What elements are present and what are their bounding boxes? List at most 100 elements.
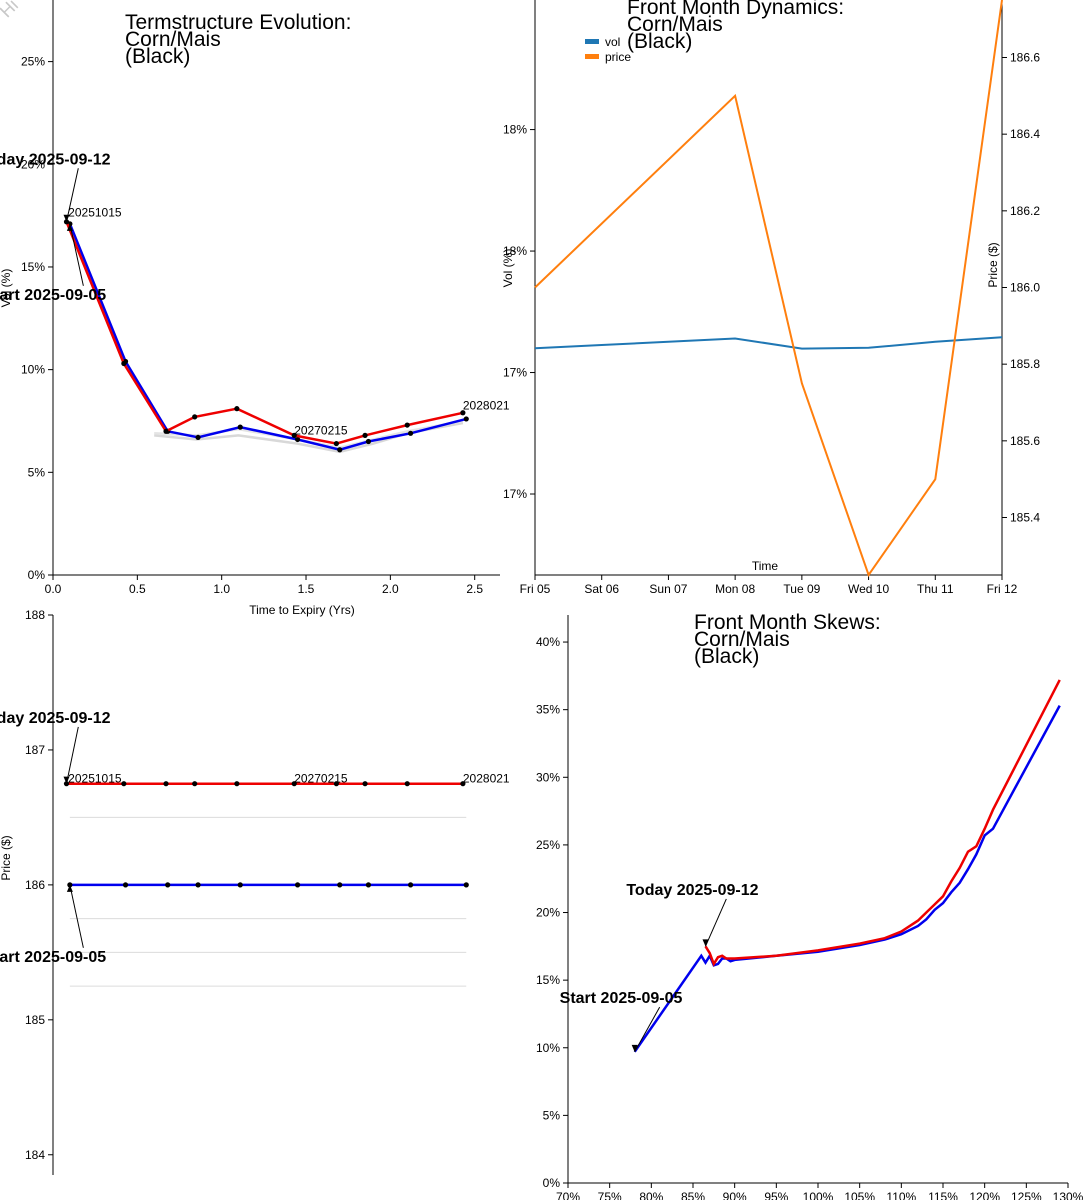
y-tick-label: 17% (503, 366, 527, 380)
data-point (337, 882, 343, 888)
x-tick: 125% (1011, 1183, 1042, 1200)
legend-label: price (605, 50, 631, 64)
x-tick: Fri 12 (987, 575, 1018, 596)
x-tick: 95% (764, 1183, 789, 1200)
y2-axis-label: Price ($) (986, 242, 1000, 287)
x-tick-label: 120% (969, 1190, 1000, 1200)
data-point (404, 781, 410, 787)
x-tick: 130% (1053, 1183, 1084, 1200)
x-tick: Thu 11 (917, 575, 954, 596)
x-tick-label: 70% (556, 1190, 580, 1200)
x-tick-label: 90% (723, 1190, 747, 1200)
annotation-arrowhead (63, 776, 70, 784)
chart-title-line: (Black) (627, 30, 692, 53)
data-point (365, 882, 372, 888)
chart-title-line: Front Month Skews: (694, 611, 881, 634)
data-point (234, 406, 240, 412)
x-tick: Tue 09 (783, 575, 821, 596)
data-point (294, 882, 301, 888)
data-point (122, 882, 129, 888)
y-tick: 184 (25, 1148, 53, 1162)
data-point (408, 430, 414, 436)
price-line (534, 0, 1003, 578)
x-tick-label: 0.5 (129, 582, 146, 596)
y-tick: 10% (536, 1041, 568, 1055)
y-tick: 40% (536, 635, 568, 649)
annotation-label: Today 2025-09-12 (0, 710, 111, 727)
y-tick-label: 35% (536, 703, 560, 717)
x-axis-label: Time (752, 559, 779, 573)
y-tick: 5% (28, 465, 53, 479)
series-line (65, 221, 464, 445)
y-tick-label: 186 (25, 878, 45, 892)
y2-tick-label: 186.0 (1010, 281, 1040, 295)
y-tick: 25% (536, 838, 568, 852)
watermark-text: Hi (0, 0, 22, 21)
y-tick-label: 5% (543, 1108, 561, 1122)
chart-title-line: Corn/Mais (125, 28, 221, 51)
annotation-arrowhead (63, 214, 70, 222)
x-tick-label: Tue 09 (783, 582, 820, 596)
y-tick: 20% (21, 157, 53, 171)
y2-tick-label: 185.4 (1010, 511, 1040, 525)
x-tick-label: Mon 08 (715, 582, 755, 596)
skew-chart: 0% 5% 10% 15% 20% 25% 30% 35% 40% 70% 75% 80% 85% 90%… (536, 611, 1084, 1200)
y-tick: 18% (503, 123, 535, 137)
data-point (365, 438, 372, 445)
y-tick-label: 15% (536, 973, 560, 987)
x-tick-label: 125% (1011, 1190, 1042, 1200)
annotation-arrow (634, 1006, 661, 1053)
chart-title-line: Corn/Mais (694, 628, 790, 651)
x-tick-label: 115% (928, 1190, 958, 1200)
x-tick: Wed 10 (848, 575, 889, 596)
expiry-label: 20251015 (68, 772, 122, 786)
y-tick-label: 0% (543, 1176, 561, 1190)
series-line (633, 705, 1061, 1053)
data-point (333, 440, 339, 447)
data-point (163, 428, 169, 434)
y-tick: 20% (536, 906, 568, 920)
annotation-label: Start 2025-09-05 (0, 949, 106, 966)
x-tick-label: Fri 05 (520, 582, 551, 596)
dynamics-chart: 17% 17% 18% 18% Fri 05 Sat 06 Sun 07 Mon 08 Tue … (501, 0, 1040, 596)
y-tick: 5% (543, 1108, 568, 1122)
x-tick-label: Thu 11 (917, 582, 954, 596)
y2-tick-label: 186.2 (1010, 204, 1040, 218)
y2-tick-label: 185.6 (1010, 434, 1040, 448)
x-tick: 90% (723, 1183, 747, 1200)
chart-title-line: (Black) (125, 45, 190, 68)
termstructure-chart: 0% 5% 10% 15% 20% 25% 0.0 0.5 1.0 1.5 2.0 2.5 Time t… (0, 0, 510, 617)
y-axis-label: Vol (%) (0, 269, 13, 308)
y2-tick: 185.4 (1002, 511, 1040, 525)
expiry-label: 2028021 (463, 399, 510, 413)
annotation-arrowhead (66, 223, 73, 231)
chart-title-line: Termstructure Evolution: (125, 11, 351, 34)
y-tick-label: 184 (25, 1148, 45, 1162)
x-tick-label: 110% (886, 1190, 916, 1200)
x-tick: Sun 07 (649, 575, 688, 596)
x-tick: 115% (928, 1183, 958, 1200)
data-point (291, 432, 297, 438)
y2-tick-label: 185.8 (1010, 357, 1040, 371)
x-tick-label: 75% (598, 1190, 622, 1200)
legend-swatch (585, 39, 599, 44)
data-point (121, 781, 127, 787)
x-tick-label: 95% (764, 1190, 788, 1200)
annotation-label: Today 2025-09-12 (0, 151, 111, 168)
y-tick-label: 20% (536, 906, 560, 920)
y-tick: 17% (503, 366, 535, 380)
data-point (192, 781, 198, 787)
chart-title-line: (Black) (694, 645, 759, 668)
expiry-label: 20270215 (294, 772, 348, 786)
data-point (291, 781, 297, 787)
y-tick: 185 (25, 1013, 53, 1027)
x-tick: Fri 05 (520, 575, 551, 596)
x-tick: 100% (803, 1183, 834, 1200)
annotation-arrowhead (631, 1044, 638, 1052)
series-line (704, 679, 1061, 967)
y-tick: 0% (543, 1176, 568, 1190)
data-point (192, 414, 198, 420)
data-point (362, 781, 368, 787)
data-point (460, 410, 466, 416)
